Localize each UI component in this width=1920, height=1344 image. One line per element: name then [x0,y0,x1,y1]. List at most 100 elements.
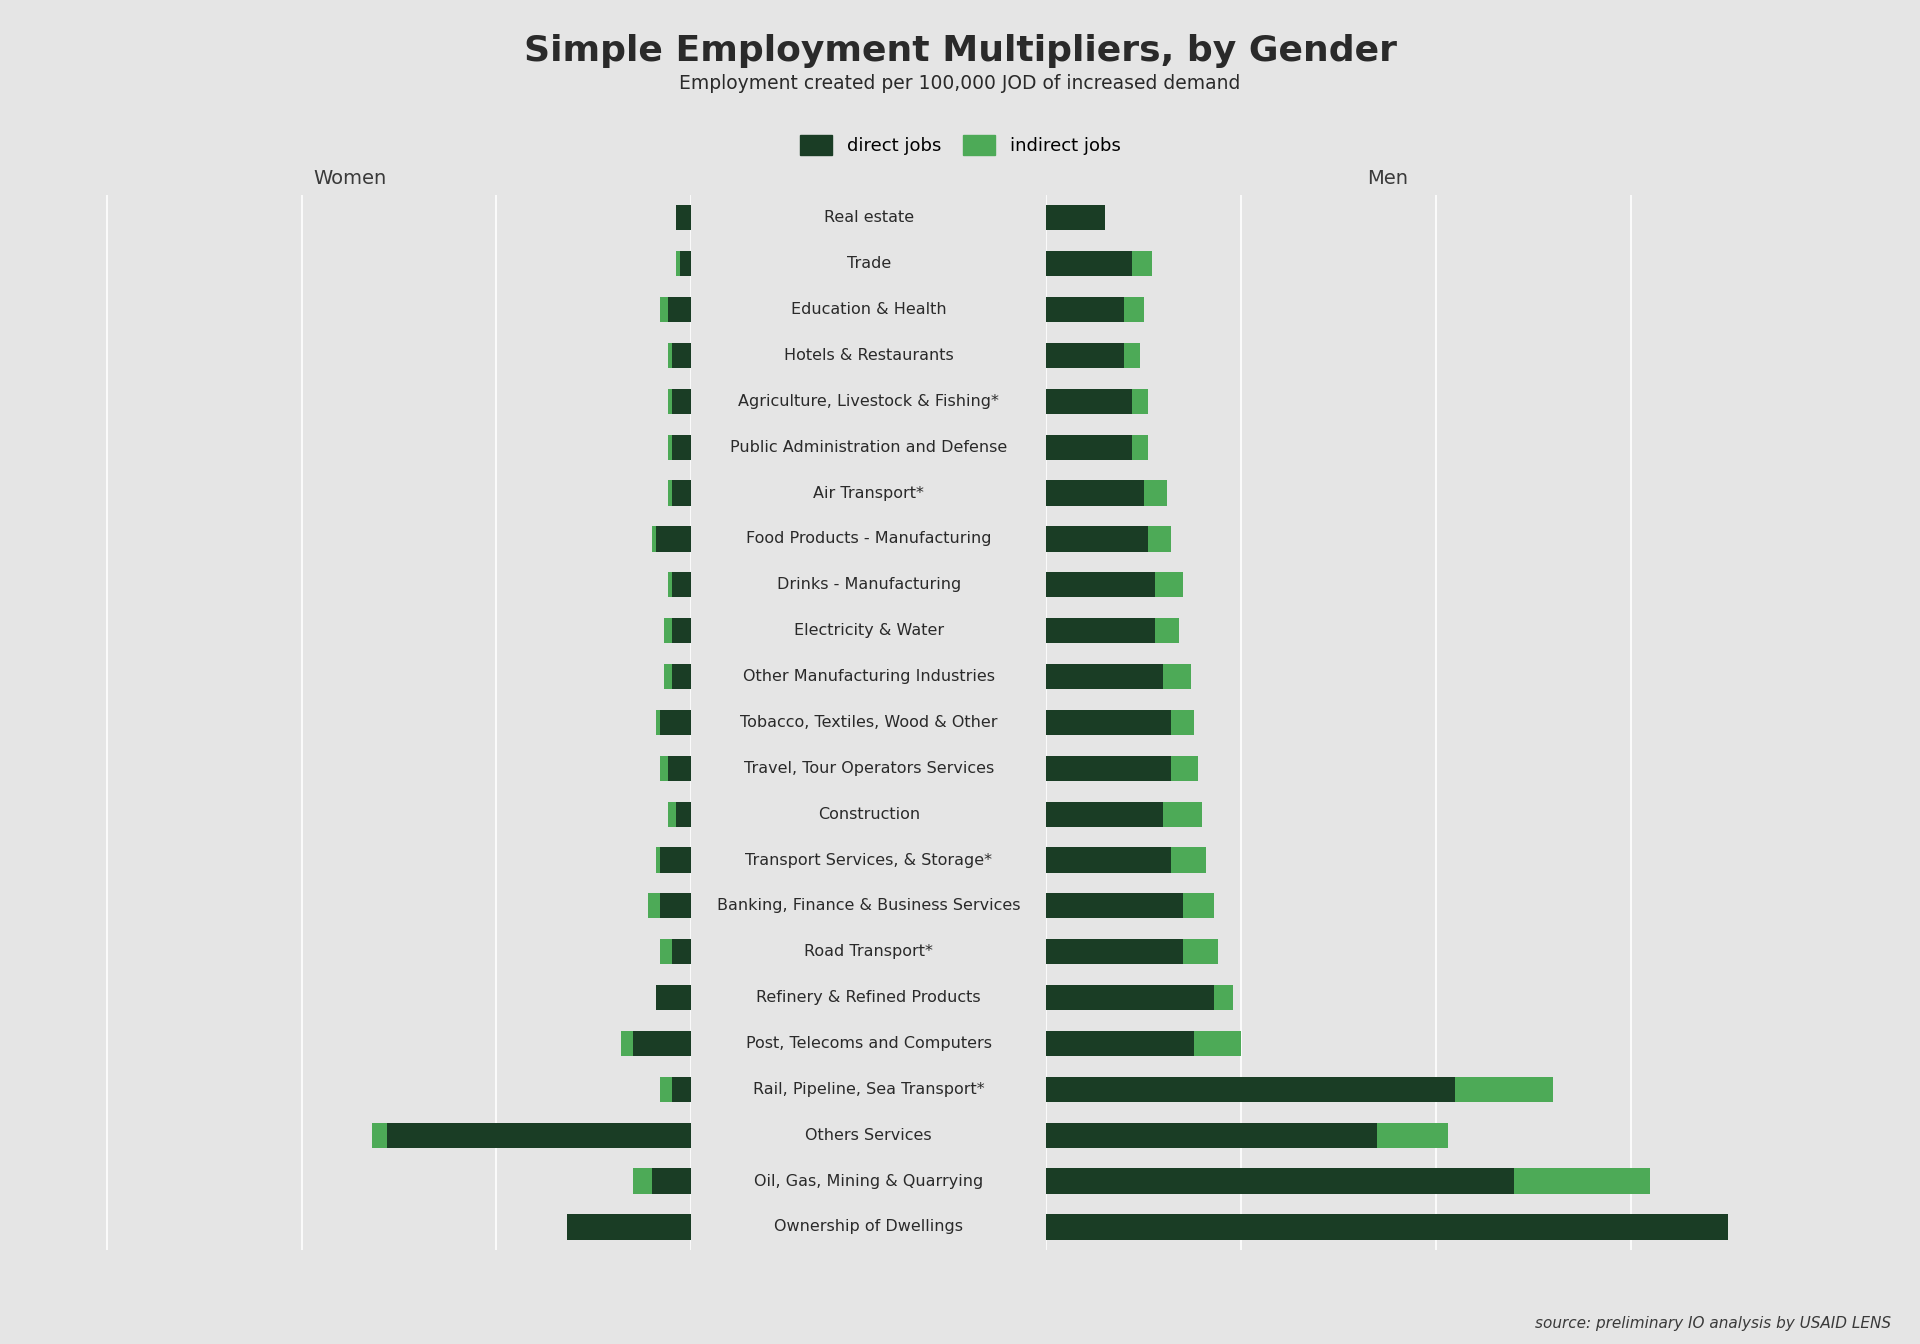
Bar [1046,985,1213,1011]
Bar [672,343,691,368]
Bar [1156,573,1183,597]
Bar [672,664,691,689]
Bar [668,801,676,827]
Bar [660,1077,672,1102]
Text: Road Transport*: Road Transport* [804,945,933,960]
Bar [668,573,672,597]
Text: Ownership of Dwellings: Ownership of Dwellings [774,1219,964,1235]
Bar [672,434,691,460]
Bar [668,480,672,505]
Bar [1377,1122,1448,1148]
Text: Oil, Gas, Mining & Quarrying: Oil, Gas, Mining & Quarrying [755,1173,983,1188]
Text: Travel, Tour Operators Services: Travel, Tour Operators Services [743,761,995,775]
Bar [664,664,672,689]
Text: Post, Telecoms and Computers: Post, Telecoms and Computers [745,1036,993,1051]
Bar [1144,480,1167,505]
Bar [1046,1215,1728,1239]
Bar [676,206,691,230]
Bar [1156,618,1179,644]
Bar [1171,755,1198,781]
Bar [672,939,691,965]
Text: Real estate: Real estate [824,210,914,226]
Bar [1171,848,1206,872]
Text: Tobacco, Textiles, Wood & Other: Tobacco, Textiles, Wood & Other [739,715,998,730]
Bar [1125,297,1144,323]
Bar [1046,894,1183,918]
Bar [653,527,657,551]
Bar [1183,939,1217,965]
Bar [1194,1031,1240,1056]
Bar [1046,710,1171,735]
Bar [566,1215,691,1239]
Bar [1213,985,1233,1011]
Bar [1046,434,1133,460]
Bar [1046,1122,1377,1148]
Bar [668,434,672,460]
Bar [672,618,691,644]
Text: Hotels & Restaurants: Hotels & Restaurants [783,348,954,363]
Bar [660,894,691,918]
Bar [388,1122,691,1148]
Bar [664,618,672,644]
Bar [672,1077,691,1102]
Text: Rail, Pipeline, Sea Transport*: Rail, Pipeline, Sea Transport* [753,1082,985,1097]
Bar [1046,388,1133,414]
Title: Men: Men [1367,169,1407,188]
Text: Air Transport*: Air Transport* [814,485,924,500]
Text: Simple Employment Multipliers, by Gender: Simple Employment Multipliers, by Gender [524,34,1396,67]
Text: source: preliminary IO analysis by USAID LENS: source: preliminary IO analysis by USAID… [1536,1316,1891,1331]
Bar [653,1168,691,1193]
Text: Others Services: Others Services [806,1128,931,1142]
Text: Other Manufacturing Industries: Other Manufacturing Industries [743,669,995,684]
Bar [657,527,691,551]
Bar [1046,1031,1194,1056]
Bar [634,1031,691,1056]
Bar [620,1031,634,1056]
Bar [660,710,691,735]
Bar [1046,343,1125,368]
Bar [1183,894,1213,918]
Bar [680,251,691,277]
Bar [1046,297,1125,323]
Bar [657,985,691,1011]
Bar [1125,343,1140,368]
Bar [668,755,691,781]
Bar [1133,251,1152,277]
Title: Women: Women [313,169,388,188]
Legend: direct jobs, indirect jobs: direct jobs, indirect jobs [793,128,1127,163]
Bar [649,894,660,918]
Bar [668,343,672,368]
Text: Drinks - Manufacturing: Drinks - Manufacturing [778,578,960,593]
Bar [1148,527,1171,551]
Bar [660,755,668,781]
Bar [1046,480,1144,505]
Bar [660,297,668,323]
Bar [672,480,691,505]
Text: Banking, Finance & Business Services: Banking, Finance & Business Services [716,898,1021,914]
Bar [372,1122,388,1148]
Text: Employment created per 100,000 JOD of increased demand: Employment created per 100,000 JOD of in… [680,74,1240,93]
Text: Public Administration and Defense: Public Administration and Defense [730,439,1008,454]
Bar [1046,801,1164,827]
Bar [1728,1215,1743,1239]
Text: Transport Services, & Storage*: Transport Services, & Storage* [745,852,993,867]
Bar [1046,664,1164,689]
Bar [1046,1168,1513,1193]
Bar [660,848,691,872]
Bar [1455,1077,1553,1102]
Bar [668,388,672,414]
Bar [1046,939,1183,965]
Bar [1046,1077,1455,1102]
Text: Trade: Trade [847,257,891,271]
Bar [657,710,660,735]
Bar [672,573,691,597]
Text: Education & Health: Education & Health [791,302,947,317]
Bar [634,1168,653,1193]
Bar [668,297,691,323]
Bar [1164,801,1202,827]
Bar [1046,755,1171,781]
Bar [1046,206,1104,230]
Text: Construction: Construction [818,806,920,821]
Bar [1164,664,1190,689]
Bar [1046,527,1148,551]
